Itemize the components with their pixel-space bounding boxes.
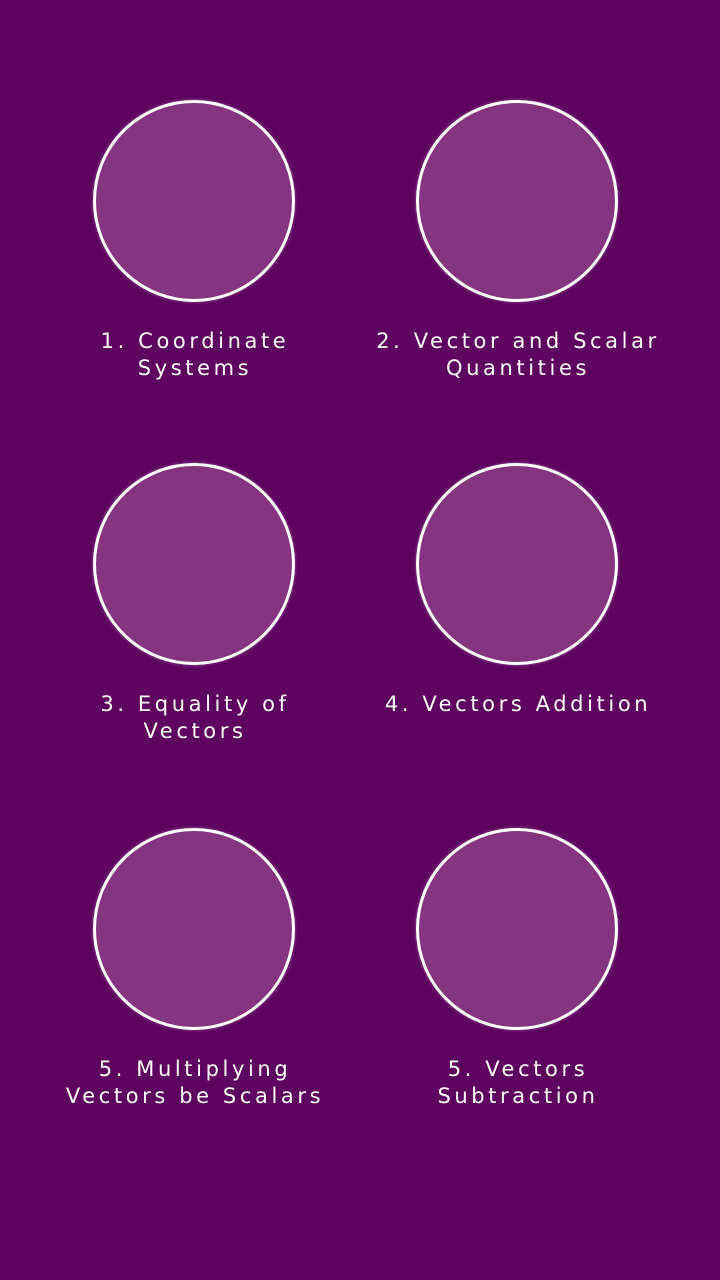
- topic-label-line: Quantities: [445, 356, 590, 380]
- topic-label-line: 2. Vector and Scalar: [376, 329, 660, 353]
- topic-label: 1. Coordinate Systems: [25, 328, 365, 382]
- topic-label-line: 5. Vectors: [447, 1057, 589, 1081]
- topic-label: 5. Multiplying Vectors be Scalars: [25, 1056, 365, 1110]
- topic-label: 3. Equality of Vectors: [25, 691, 365, 745]
- topic-label-line: Subtraction: [437, 1084, 599, 1108]
- topic-thumbnail-circle[interactable]: [93, 463, 295, 665]
- topic-label-line: 5. Multiplying: [98, 1057, 292, 1081]
- topic-label-line: 1. Coordinate: [100, 329, 290, 353]
- topic-thumbnail-circle[interactable]: [93, 100, 295, 302]
- topic-thumbnail-circle[interactable]: [416, 463, 618, 665]
- topic-thumbnail-circle[interactable]: [416, 828, 618, 1030]
- topic-label: 5. Vectors Subtraction: [348, 1056, 688, 1110]
- topic-thumbnail-circle[interactable]: [93, 828, 295, 1030]
- topic-label-line: Vectors be Scalars: [65, 1084, 325, 1108]
- topic-label-line: Vectors: [143, 719, 247, 743]
- topic-label: 4. Vectors Addition: [348, 691, 688, 718]
- topic-label-line: 3. Equality of: [100, 692, 290, 716]
- topic-label: 2. Vector and Scalar Quantities: [348, 328, 688, 382]
- topic-thumbnail-circle[interactable]: [416, 100, 618, 302]
- topic-label-line: Systems: [137, 356, 253, 380]
- topic-label-line: 4. Vectors Addition: [384, 692, 652, 716]
